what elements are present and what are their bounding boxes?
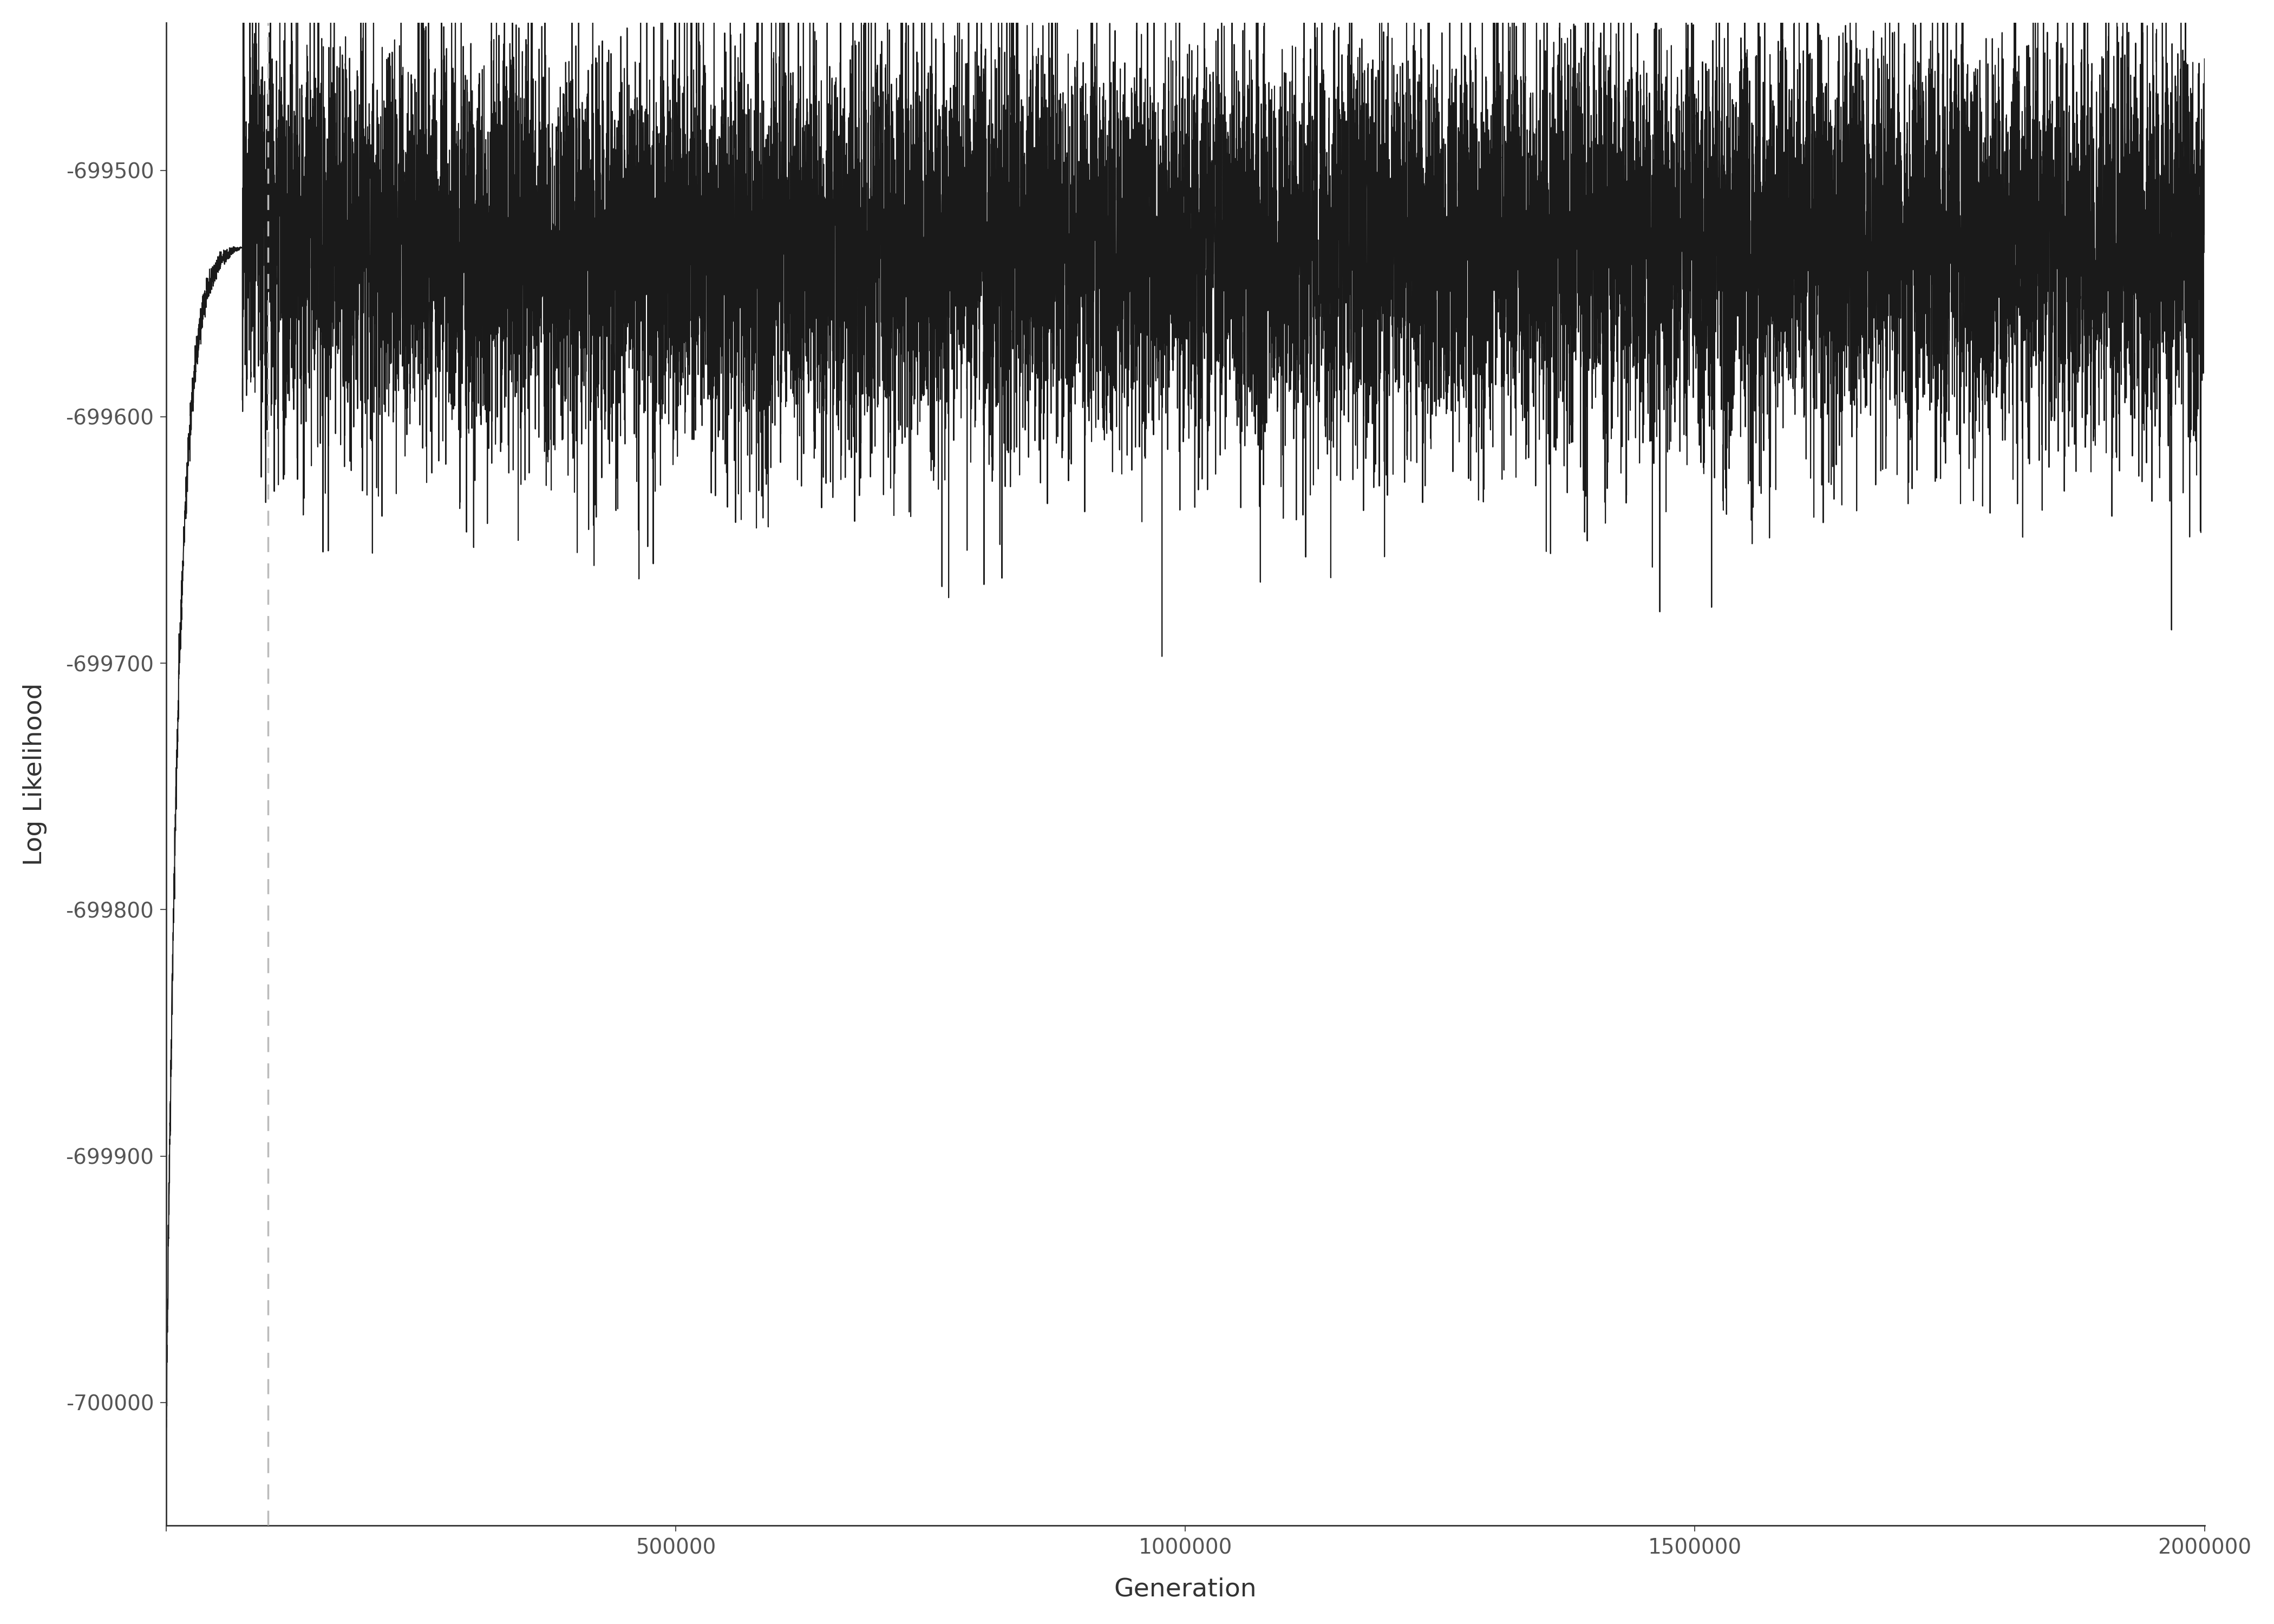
X-axis label: Generation: Generation: [1114, 1577, 1258, 1601]
Y-axis label: Log Likelihood: Log Likelihood: [23, 682, 48, 866]
